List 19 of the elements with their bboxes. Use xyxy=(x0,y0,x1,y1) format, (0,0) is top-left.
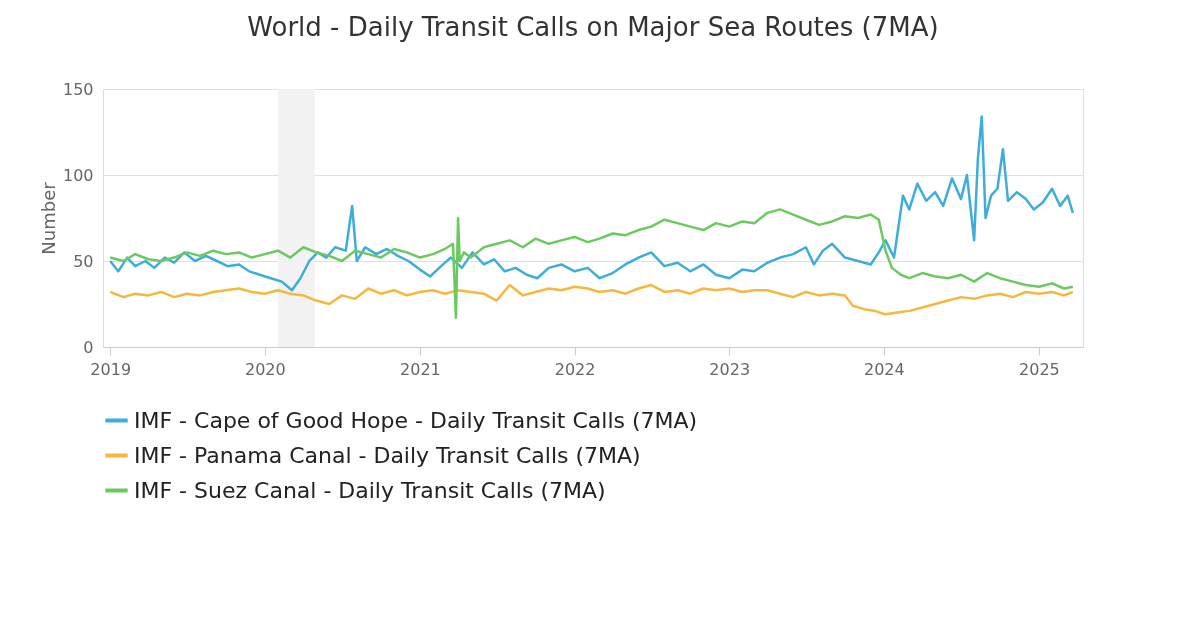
line-series xyxy=(108,283,1075,316)
line-series xyxy=(108,115,1075,292)
y-tick-label: 0 xyxy=(83,337,94,357)
legend-label: IMF - Suez Canal - Daily Transit Calls (7MA) xyxy=(134,477,606,503)
x-tick-label: 2022 xyxy=(554,359,596,379)
x-tick-label: 2024 xyxy=(864,359,905,379)
y-tick-label: 100 xyxy=(62,165,94,185)
chart-title: World - Daily Transit Calls on Major Sea Routes (7MA) xyxy=(247,12,939,42)
y-tick-label: 50 xyxy=(73,251,94,271)
legend-label: IMF - Cape of Good Hope - Daily Transit Calls (7MA) xyxy=(134,407,698,433)
legend-label: IMF - Panama Canal - Daily Transit Calls (7MA) xyxy=(134,442,641,468)
line-series xyxy=(108,208,1075,320)
x-tick-label: 2020 xyxy=(244,359,286,379)
x-tick-label: 2023 xyxy=(709,359,751,379)
y-axis-title: Number xyxy=(37,181,59,255)
x-tick-label: 2019 xyxy=(90,359,132,379)
x-tick-label: 2025 xyxy=(1019,359,1060,379)
x-tick-label: 2021 xyxy=(400,359,441,379)
y-tick-label: 150 xyxy=(62,79,94,99)
